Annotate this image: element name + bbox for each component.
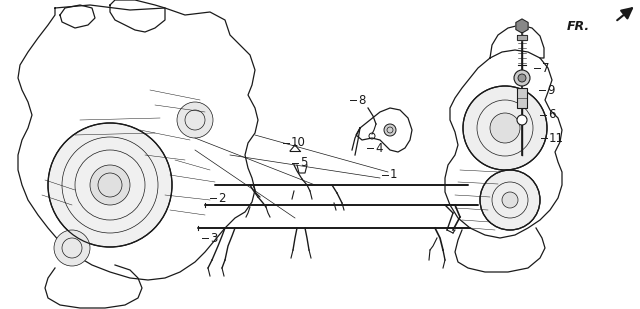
Text: 1: 1 [390,168,397,181]
Text: 5: 5 [300,156,307,170]
Bar [517,35,527,40]
Text: 10: 10 [291,137,306,150]
Text: 4: 4 [375,142,383,154]
Text: FR.: FR. [567,19,590,32]
Circle shape [463,86,547,170]
Circle shape [384,124,396,136]
Text: 2: 2 [218,192,225,205]
Polygon shape [490,25,544,58]
Circle shape [177,102,213,138]
Circle shape [502,192,518,208]
Circle shape [48,123,172,247]
Polygon shape [60,5,95,28]
Text: 6: 6 [548,108,556,121]
Circle shape [90,165,130,205]
Polygon shape [45,265,142,308]
Bar [517,88,527,108]
Text: 3: 3 [210,231,218,244]
Circle shape [514,70,530,86]
Polygon shape [445,50,562,238]
Polygon shape [516,19,528,33]
Text: 11: 11 [549,132,564,145]
Circle shape [480,170,540,230]
Polygon shape [18,5,258,280]
Circle shape [490,113,520,143]
Circle shape [517,115,527,125]
Polygon shape [356,108,412,152]
Circle shape [54,230,90,266]
Polygon shape [455,228,545,272]
Circle shape [518,74,526,82]
Polygon shape [110,0,165,32]
Text: 9: 9 [547,83,554,96]
Text: 7: 7 [542,61,550,74]
Text: 8: 8 [358,94,365,107]
